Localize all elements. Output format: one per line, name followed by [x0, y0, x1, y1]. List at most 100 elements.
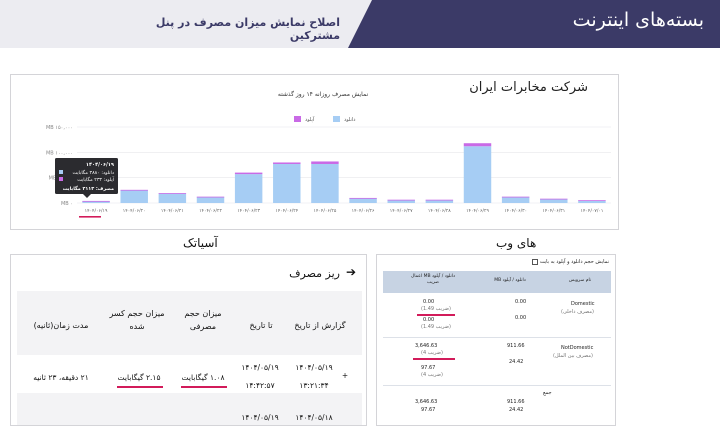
bar-download [196, 196, 225, 203]
row2-from-date: ۱۴۰۴/۰۵/۱۸ [295, 413, 333, 422]
page-title: بسته‌های اینترنت [572, 9, 704, 31]
x-tick-label: ۱۴۰۴/۰۶/۲۸ [428, 208, 451, 214]
chart-title: نمایش مصرف روزانه ۱۴ روز گذشته [277, 91, 369, 98]
bar-download [82, 201, 110, 203]
service-name-domestic: Domestic [571, 301, 595, 307]
bar-download [349, 198, 377, 203]
row2-to-date: ۱۴۰۴/۰۵/۱۹ [241, 413, 279, 422]
table-row [17, 393, 362, 425]
page-subtitle: اصلاح نمایش میزان مصرف در پنل مشترکین [155, 16, 340, 42]
x-tick-label: ۱۴۰۴/۰۶/۲۰ [123, 208, 146, 214]
tooltip-box [55, 158, 118, 194]
show-bytes-label: نمایش حجم دانلود و آپلود به بایت [539, 259, 609, 265]
x-tick-label: ۱۴۰۴/۰۶/۲۵ [314, 208, 337, 214]
col-header-used-volume: میزان حجم مصرفی [184, 309, 222, 331]
col-header-deducted-volume: میزان حجم کسر شده [109, 309, 165, 331]
x-tick-label: ۱۴۰۴/۰۶/۲۳ [237, 208, 260, 214]
usage-details-title: ریز مصرف [289, 267, 340, 280]
row1-from-date: ۱۴۰۴/۰۵/۱۹ [295, 363, 333, 372]
bar-download [540, 198, 568, 203]
x-tick-label: ۱۴۰۴/۰۶/۳۰ [504, 208, 527, 214]
row1-duration: ۲۱ دقیقه، ۲۳ ثانیه [33, 373, 89, 382]
tooltip-swatch-upload [59, 177, 63, 181]
bar-upload [82, 200, 110, 202]
row-separator [383, 337, 611, 338]
usage-chart-panel: شرکت مخابرات ایران نمایش مصرف روزانه ۱۴ … [10, 74, 619, 230]
domestic-download: 0.00 [515, 299, 527, 305]
back-arrow-icon[interactable]: ➔ [345, 265, 356, 279]
tooltip-download: دانلود: ۳۸۸۰ مگابایت [72, 169, 114, 176]
row-separator [383, 385, 611, 386]
bar-upload [425, 199, 454, 201]
col-header-to-date: تا تاریخ [249, 321, 273, 330]
row1-to-time: ۱۴:۴۲:۵۷ [245, 381, 275, 390]
domestic-upload-coef-note: (ضریب 1.49) [421, 324, 451, 330]
tooltip-pointer [83, 194, 91, 198]
y-tick-label: MB ۱۰۰,۰۰۰ [46, 150, 73, 156]
show-bytes-option[interactable]: نمایش حجم دانلود و آپلود به بایت [531, 259, 609, 265]
bar-upload [540, 198, 568, 200]
notdomestic-download: 911.66 [507, 343, 525, 349]
service-name-notdomestic: NotDomestic [561, 345, 594, 351]
bar-upload [273, 162, 301, 164]
row1-used-volume: ۱.۰۸ گیگابایت [181, 373, 225, 382]
bar-upload [501, 196, 530, 198]
bar-download [501, 196, 530, 203]
highlight-underline [117, 386, 163, 388]
hiweb-label: های وب [496, 236, 537, 250]
bar-download [273, 163, 301, 203]
notdomestic-download-coef-note: (ضریب 4) [421, 350, 443, 356]
show-bytes-checkbox[interactable] [531, 259, 538, 265]
notdomestic-upload-coef-note: (ضریب 4) [421, 372, 443, 378]
company-name: شرکت مخابرات ایران [469, 80, 588, 95]
bar-download [578, 200, 606, 203]
table-header [383, 271, 611, 293]
service-note-notdomestic: (مصرف بین الملل) [553, 353, 593, 359]
asiatech-usage-table: ➔ ریز مصرف گزارش از تاریخ تا تاریخ میزان… [10, 254, 367, 426]
tooltip-date: ۱۴۰۴/۰۶/۱۹ [86, 162, 114, 168]
asiatech-label: آسیاتک [183, 236, 218, 250]
tooltip-swatch-download [59, 170, 63, 174]
total-download-coef: 3,646.63 [415, 399, 438, 405]
total-upload-coef: 97.67 [421, 407, 436, 413]
bar-upload [349, 197, 377, 199]
x-tick-label: ۱۴۰۴/۰۶/۱۹ [85, 208, 108, 214]
total-upload: 24.42 [509, 407, 524, 413]
col-header-usage-coef: دانلود / آپلود MB اعمال ضریب [410, 274, 456, 285]
row1-to-date: ۱۴۰۴/۰۵/۱۹ [241, 363, 279, 372]
x-tick-label: ۱۴۰۴/۰۷/۰۱ [581, 208, 604, 214]
bar-download [158, 193, 187, 203]
x-tick-label: ۱۴۰۴/۰۶/۲۱ [161, 208, 184, 214]
bar-download [463, 146, 492, 203]
y-tick-label: MB ۱۵۰,۰۰۰ [46, 125, 73, 131]
table-header [17, 291, 362, 355]
domestic-upload: 0.00 [515, 315, 527, 321]
expand-row-icon[interactable]: + [341, 371, 349, 380]
x-tick-label: ۱۴۰۴/۰۶/۲۷ [390, 208, 413, 214]
y-tick-label: MB ۰ [61, 201, 73, 207]
highlight-underline [413, 358, 455, 360]
bar-upload [158, 193, 187, 194]
legend-swatch-upload [294, 116, 301, 122]
highlight-underline [79, 216, 101, 218]
legend-swatch-download [333, 116, 340, 122]
x-tick-label: ۱۴۰۴/۰۶/۲۲ [199, 208, 222, 214]
notdomestic-upload: 24.42 [509, 359, 524, 365]
col-header-usage: دانلود / آپلود MB [494, 278, 526, 283]
service-note-domestic: (مصرف داخلی) [561, 309, 594, 315]
x-tick-label: ۱۴۰۴/۰۶/۲۴ [275, 208, 298, 214]
col-header-service: نام سرویس [568, 278, 592, 283]
x-tick-label: ۱۴۰۴/۰۶/۳۱ [542, 208, 565, 214]
bar-download [425, 199, 454, 203]
row1-from-time: ۱۳:۲۱:۳۴ [299, 381, 329, 390]
hiweb-usage-table: نمایش حجم دانلود و آپلود به بایت نام سرو… [376, 254, 616, 426]
bar-download [234, 174, 263, 203]
x-tick-label: ۱۴۰۴/۰۶/۲۹ [466, 208, 489, 214]
col-header-from-date: گزارش از تاریخ [294, 321, 346, 330]
domestic-download-coef-note: (ضریب 1.49) [421, 306, 451, 312]
highlight-underline [417, 314, 455, 316]
notdomestic-download-coef: 3,646.63 [415, 343, 438, 349]
header-title-panel [348, 0, 720, 48]
